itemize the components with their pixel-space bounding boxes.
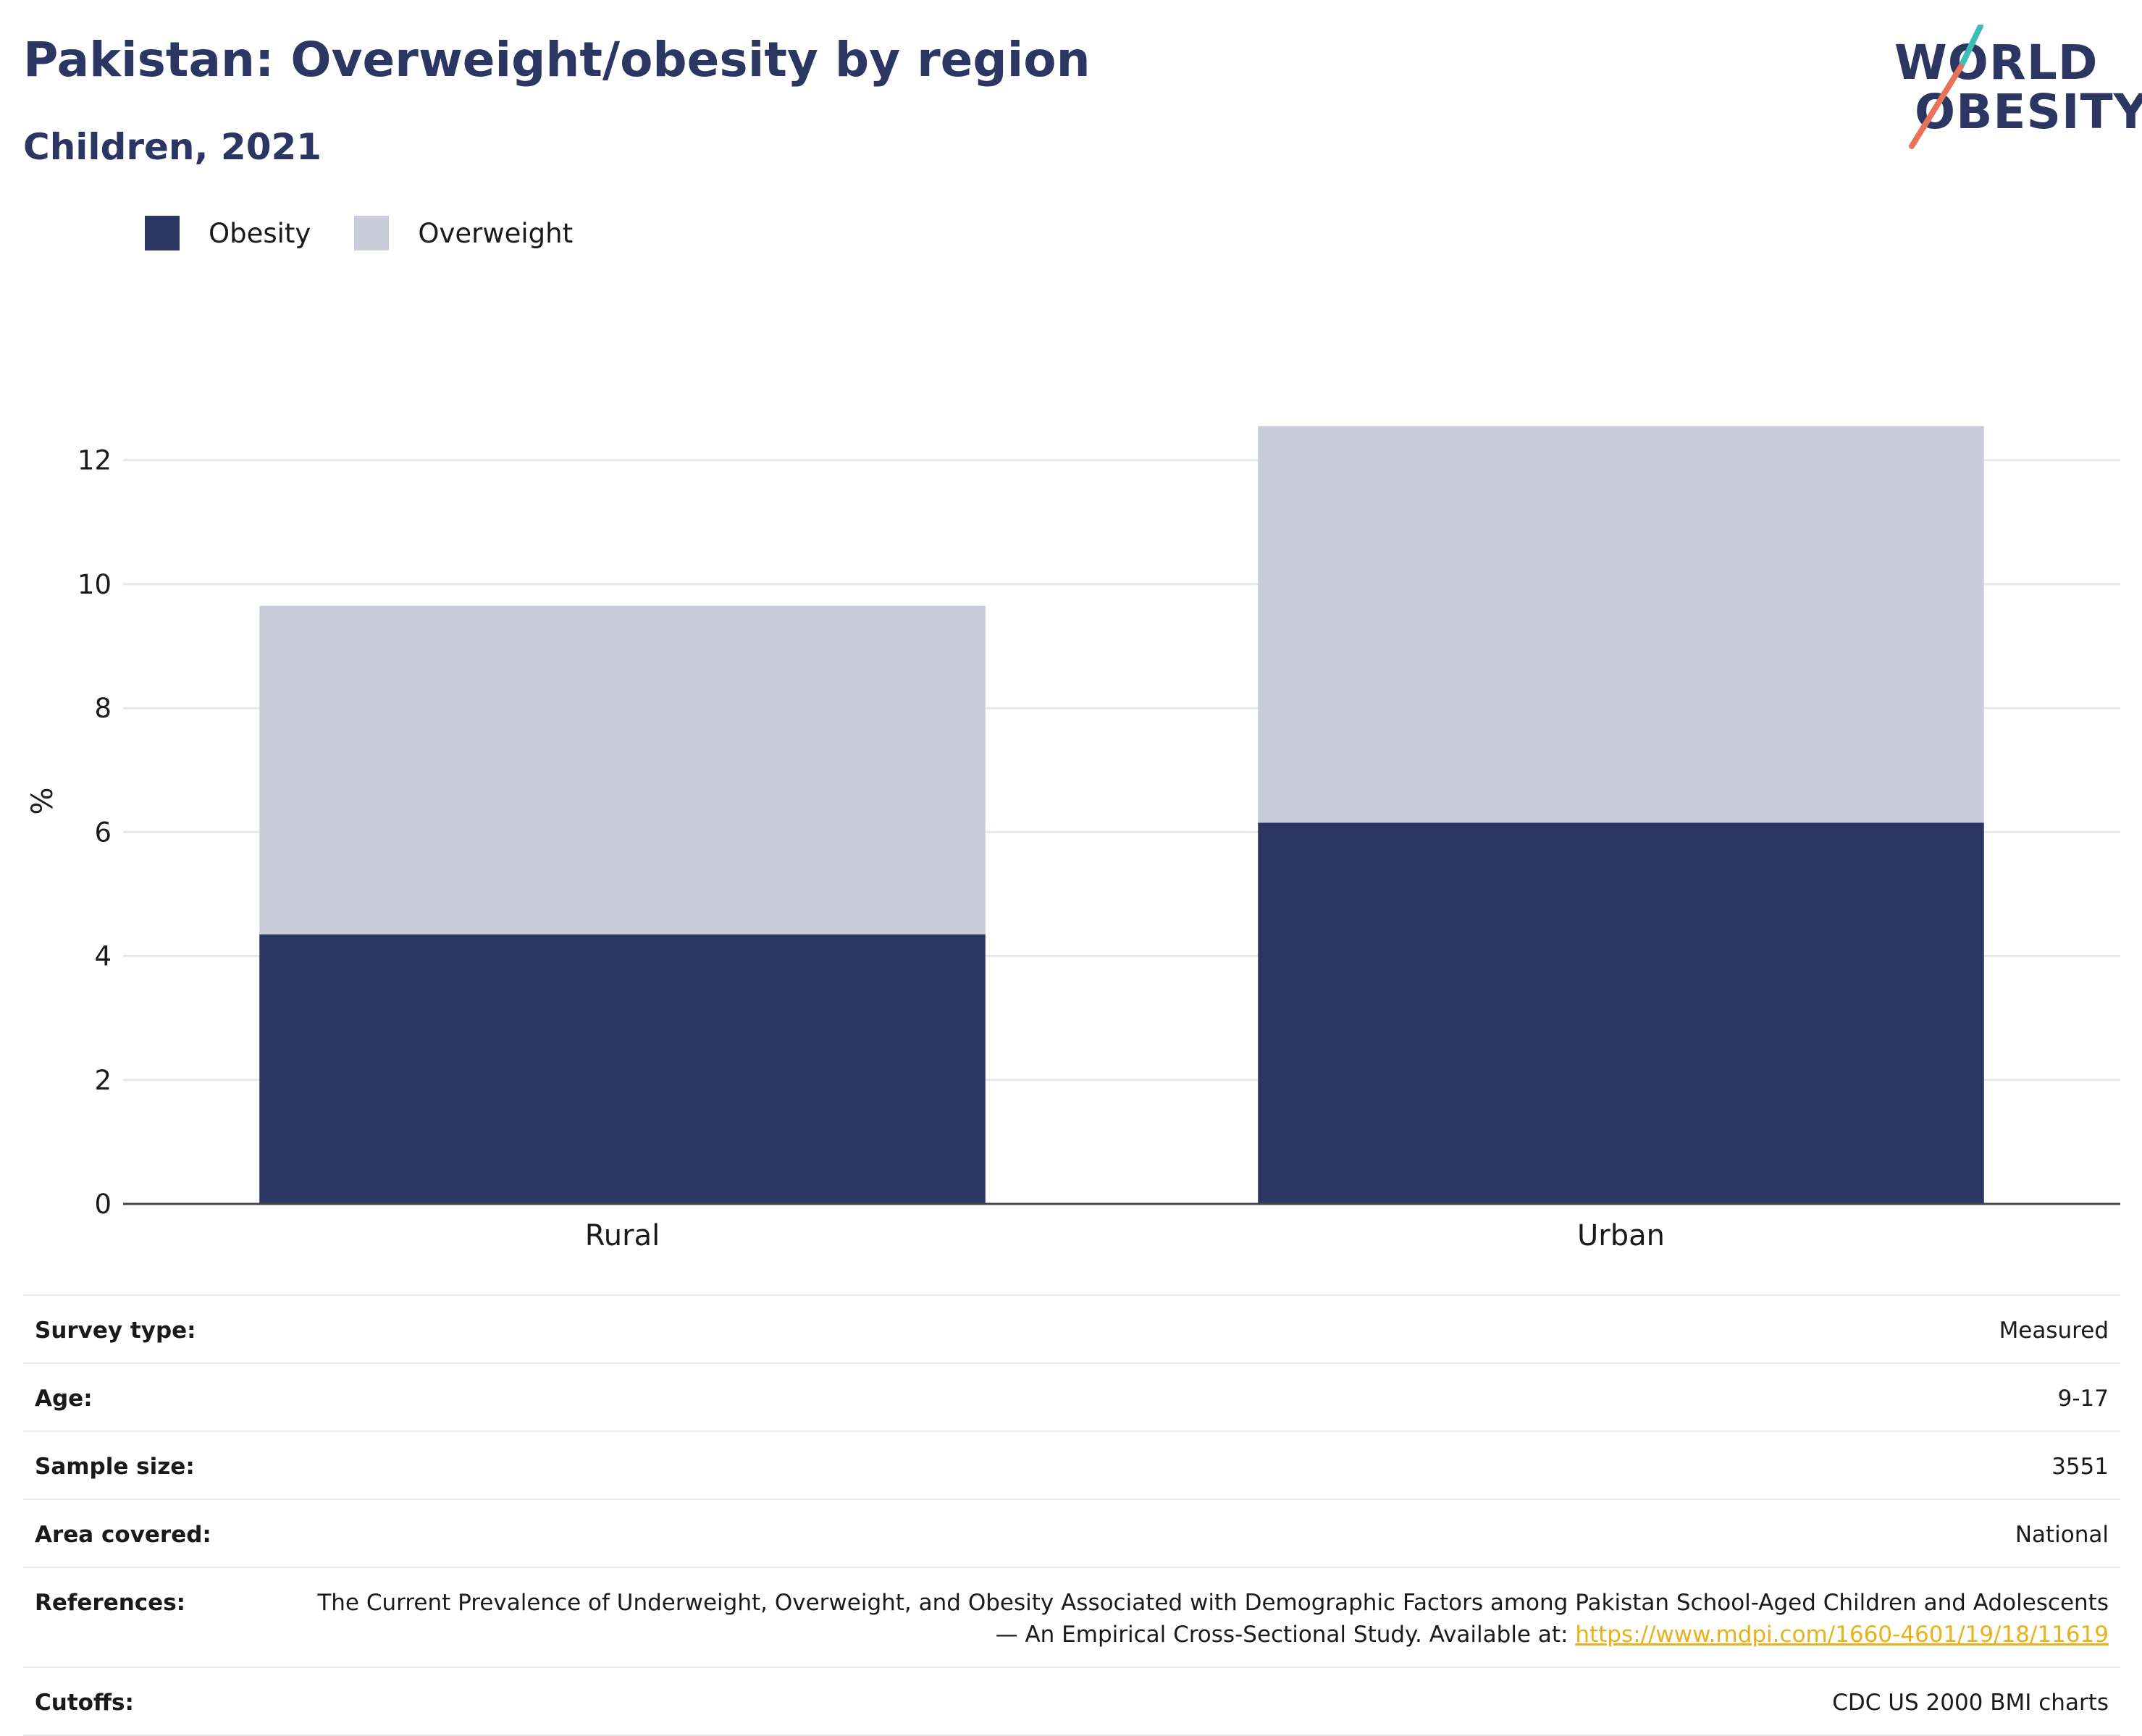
meta-value: 9-17	[2057, 1386, 2109, 1412]
chart-legend: Obesity Overweight	[145, 216, 616, 250]
meta-row-age: Age: 9-17	[23, 1364, 2120, 1432]
legend-swatch-obesity	[145, 216, 180, 250]
meta-value: National	[2015, 1522, 2109, 1548]
meta-key: Survey type:	[35, 1318, 196, 1344]
y-tick-label: 8	[94, 693, 112, 724]
meta-value: The Current Prevalence of Underweight, O…	[298, 1587, 2109, 1651]
y-tick-label: 10	[77, 569, 112, 600]
meta-row-survey-type: Survey type: Measured	[23, 1296, 2120, 1364]
meta-row-cutoffs: Cutoffs: CDC US 2000 BMI charts	[23, 1668, 2120, 1736]
reference-link[interactable]: https://www.mdpi.com/1660-4601/19/18/116…	[1575, 1622, 2109, 1648]
meta-value: CDC US 2000 BMI charts	[1832, 1690, 2109, 1716]
legend-label-obesity: Obesity	[209, 217, 311, 249]
bar-obesity-urban	[1258, 822, 1984, 1204]
y-axis-title: %	[26, 787, 59, 814]
y-tick-label: 2	[94, 1065, 112, 1096]
meta-row-sample-size: Sample size: 3551	[23, 1432, 2120, 1500]
legend-swatch-overweight	[354, 216, 390, 250]
y-tick-label: 4	[94, 941, 112, 972]
bar-overweight-rural	[259, 605, 986, 935]
logo-line-2: OBESITY	[1915, 84, 2142, 140]
meta-value: 3551	[2051, 1454, 2109, 1480]
legend-item-obesity[interactable]: Obesity	[145, 216, 311, 250]
meta-value: Measured	[1999, 1318, 2109, 1344]
meta-key: References:	[35, 1590, 186, 1616]
y-tick-label: 12	[77, 445, 112, 476]
chart-title: Pakistan: Overweight/obesity by region	[23, 32, 1091, 88]
y-tick-label: 6	[94, 817, 112, 848]
meta-row-references: References: The Current Prevalence of Un…	[23, 1568, 2120, 1668]
stacked-bar-chart: 0 2 4 6 8 10 12 Rural Urban%	[26, 426, 2120, 1252]
bar-obesity-rural	[259, 934, 986, 1204]
x-tick-label: Rural	[585, 1219, 660, 1252]
logo-line-1: WORLD	[1894, 35, 2099, 90]
y-tick-label: 0	[94, 1189, 112, 1220]
logo-slash-icon	[1909, 25, 1983, 149]
reference-text: The Current Prevalence of Underweight, O…	[317, 1590, 2109, 1648]
meta-key: Sample size:	[35, 1454, 195, 1480]
bar-overweight-urban	[1258, 426, 1984, 823]
survey-metadata-table: Survey type: Measured Age: 9-17 Sample s…	[23, 1294, 2120, 1736]
meta-key: Age:	[35, 1386, 93, 1412]
x-tick-label: Urban	[1577, 1219, 1665, 1252]
meta-key: Cutoffs:	[35, 1690, 134, 1716]
legend-label-overweight: Overweight	[418, 217, 574, 249]
world-obesity-logo: WORLD OBESITY	[1890, 25, 2142, 152]
meta-row-area-covered: Area covered: National	[23, 1500, 2120, 1568]
meta-key: Area covered:	[35, 1522, 211, 1548]
chart-subtitle: Children, 2021	[23, 126, 322, 168]
legend-item-overweight[interactable]: Overweight	[354, 216, 573, 250]
